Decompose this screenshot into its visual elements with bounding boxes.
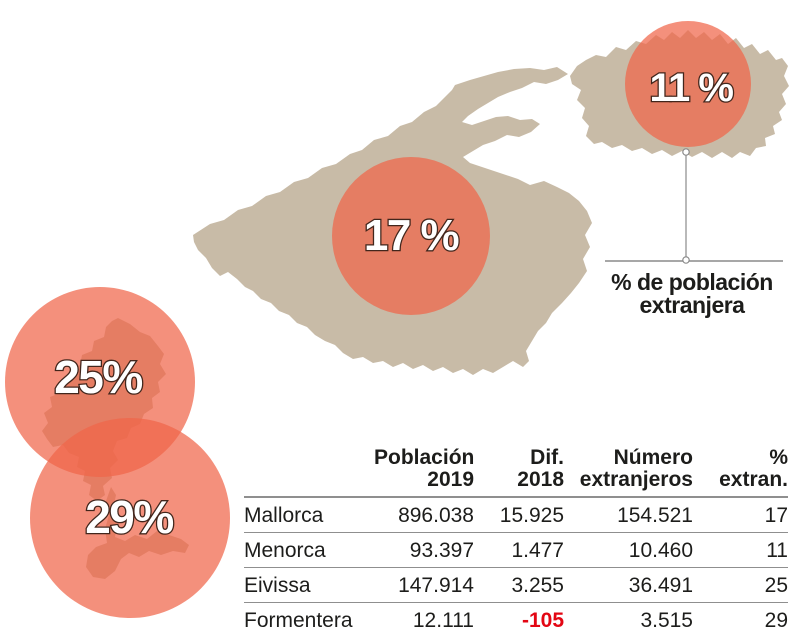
table-row: Formentera 12.111 -105 3.515 29 bbox=[244, 602, 788, 627]
menorca-pct-bubble bbox=[625, 21, 751, 147]
cell-dif: 3.255 bbox=[474, 567, 564, 603]
cell-extranjeros: 10.460 bbox=[564, 532, 693, 568]
cell-poblacion: 896.038 bbox=[374, 497, 474, 533]
cell-pct: 29 bbox=[693, 602, 788, 627]
col-header-extranjeros: Número extranjeros bbox=[564, 447, 693, 498]
callout-leader-line bbox=[605, 148, 783, 264]
callout-label-line2: extranjera bbox=[639, 292, 745, 318]
cell-pct: 11 bbox=[693, 532, 788, 568]
cell-extranjeros: 36.491 bbox=[564, 567, 693, 603]
cell-dif-negative: -105 bbox=[474, 602, 564, 627]
cell-extranjeros: 154.521 bbox=[564, 497, 693, 533]
stats-table: Población 2019 Dif. 2018 Número extranje… bbox=[244, 447, 788, 627]
eivissa-pct-label: 25% bbox=[54, 351, 142, 403]
cell-poblacion: 93.397 bbox=[374, 532, 474, 568]
cell-island-name: Formentera bbox=[244, 602, 374, 627]
formentera-pct-label: 29% bbox=[85, 491, 173, 543]
table-row: Mallorca 896.038 15.925 154.521 17 bbox=[244, 497, 788, 533]
formentera-pct-bubble bbox=[30, 418, 230, 618]
table-header-row: Población 2019 Dif. 2018 Número extranje… bbox=[244, 447, 788, 498]
mallorca-pct-label: 17 % bbox=[364, 211, 459, 260]
cell-pct: 17 bbox=[693, 497, 788, 533]
mallorca-pct-bubble bbox=[332, 157, 490, 315]
menorca-pct-label: 11 % bbox=[650, 66, 734, 110]
cell-island-name: Mallorca bbox=[244, 497, 374, 533]
table-row: Eivissa 147.914 3.255 36.491 25 bbox=[244, 567, 788, 603]
cell-island-name: Eivissa bbox=[244, 567, 374, 603]
table-row: Menorca 93.397 1.477 10.460 11 bbox=[244, 532, 788, 568]
cell-dif: 1.477 bbox=[474, 532, 564, 568]
cell-poblacion: 147.914 bbox=[374, 567, 474, 603]
callout-label: % de población extranjera bbox=[592, 271, 792, 317]
callout-label-line1: % de población bbox=[611, 269, 773, 295]
cell-poblacion: 12.111 bbox=[374, 602, 474, 627]
col-header-dif: Dif. 2018 bbox=[474, 447, 564, 498]
cell-pct: 25 bbox=[693, 567, 788, 603]
col-header-poblacion: Población 2019 bbox=[374, 447, 474, 498]
cell-dif: 15.925 bbox=[474, 497, 564, 533]
cell-island-name: Menorca bbox=[244, 532, 374, 568]
col-header-island bbox=[244, 447, 374, 498]
col-header-pct: % extran. bbox=[693, 447, 788, 498]
cell-extranjeros: 3.515 bbox=[564, 602, 693, 627]
